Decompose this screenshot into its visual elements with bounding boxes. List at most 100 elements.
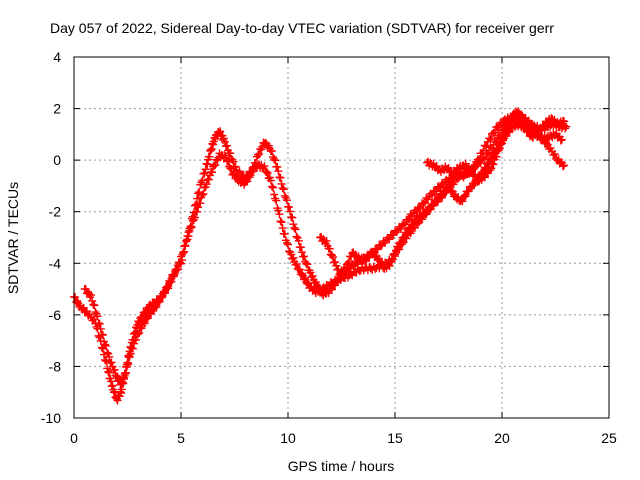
- data-point-marker: [104, 368, 113, 377]
- data-point-marker: [152, 303, 161, 312]
- data-point-marker: [91, 308, 100, 317]
- data-point-marker: [255, 150, 264, 159]
- x-tick-label: 25: [601, 430, 617, 446]
- data-point-marker: [117, 379, 126, 388]
- data-point-marker: [498, 139, 506, 148]
- data-point-marker: [194, 203, 203, 212]
- data-point-marker: [273, 162, 282, 171]
- data-point-marker: [529, 124, 538, 133]
- data-point-marker: [488, 159, 497, 168]
- data-point-marker: [399, 234, 408, 243]
- data-point-marker: [200, 169, 209, 178]
- data-point-marker: [117, 388, 126, 397]
- data-point-marker: [184, 232, 193, 241]
- data-point-marker: [340, 264, 349, 273]
- data-point-marker: [331, 258, 340, 267]
- data-point-marker: [110, 365, 119, 374]
- data-point-marker: [94, 319, 103, 328]
- data-point-marker: [164, 284, 173, 293]
- y-tick-label: -4: [49, 255, 62, 271]
- data-point-marker: [202, 159, 211, 168]
- data-point-marker: [135, 328, 144, 337]
- data-point-marker: [201, 165, 210, 174]
- data-point-marker: [270, 190, 279, 199]
- data-point-marker: [277, 179, 286, 188]
- series-sdtvar-track-d: [423, 107, 566, 186]
- data-point-marker: [438, 191, 447, 200]
- data-point-marker: [485, 134, 494, 143]
- data-point-marker: [303, 260, 312, 269]
- data-point-marker: [399, 219, 408, 228]
- data-point-marker: [492, 152, 501, 161]
- data-point-marker: [556, 136, 565, 145]
- data-point-marker: [193, 194, 202, 203]
- axis-ticks: 0 5 10 15 20 25 -10 -8 -6 -4 -2 0 2 4: [41, 49, 617, 446]
- data-point-marker: [93, 312, 102, 321]
- data-point-marker: [107, 377, 116, 386]
- data-point-marker: [278, 224, 287, 233]
- data-point-marker: [271, 156, 280, 165]
- data-point-marker: [134, 329, 143, 338]
- data-point-marker: [282, 196, 291, 205]
- data-point-marker: [561, 124, 570, 133]
- data-point-marker: [402, 229, 411, 238]
- data-point-marker: [494, 146, 503, 155]
- data-point-marker: [275, 210, 284, 219]
- data-point-marker: [327, 285, 336, 294]
- data-point-marker: [297, 248, 306, 257]
- data-point-marker: [506, 118, 515, 127]
- data-point-marker: [385, 261, 394, 270]
- chart-title: Day 057 of 2022, Sidereal Day-to-day VTE…: [50, 20, 554, 36]
- data-point-marker: [419, 199, 428, 208]
- data-point-marker: [226, 149, 235, 158]
- data-point-marker: [160, 289, 169, 298]
- data-point-marker: [263, 169, 272, 178]
- data-point-marker: [560, 117, 569, 126]
- data-point-marker: [223, 141, 232, 150]
- data-point-marker: [274, 167, 283, 176]
- data-point-marker: [286, 207, 295, 216]
- data-point-marker: [489, 160, 498, 169]
- data-point-marker: [501, 132, 510, 141]
- data-point-marker: [560, 161, 569, 170]
- data-point-marker: [132, 335, 141, 344]
- data-point-marker: [266, 176, 275, 185]
- data-point-marker: [269, 183, 278, 192]
- x-tick-label: 10: [280, 430, 296, 446]
- data-point-marker: [197, 178, 206, 187]
- data-point-marker: [182, 237, 191, 246]
- data-point-marker: [416, 204, 425, 213]
- data-point-marker: [562, 122, 571, 131]
- data-point-marker: [140, 319, 149, 328]
- data-point-marker: [107, 358, 116, 367]
- data-point-marker: [301, 273, 310, 282]
- data-point-marker: [208, 168, 217, 177]
- data-point-marker: [486, 166, 495, 175]
- data-point-marker: [394, 243, 403, 252]
- data-point-marker: [482, 142, 491, 151]
- data-point-marker: [216, 127, 225, 136]
- data-point-marker: [280, 191, 289, 200]
- data-point-marker: [262, 168, 271, 177]
- data-point-marker: [415, 203, 424, 212]
- data-point-marker: [175, 258, 184, 267]
- data-point-marker: [126, 349, 135, 358]
- data-point-marker: [279, 185, 288, 194]
- data-point-marker: [292, 260, 301, 269]
- data-point-marker: [87, 291, 96, 300]
- data-point-marker: [285, 203, 294, 212]
- data-point-marker: [119, 373, 128, 382]
- data-markers: [70, 107, 571, 405]
- data-point-marker: [108, 381, 117, 390]
- data-point-marker: [251, 158, 260, 167]
- y-tick-label: -2: [49, 204, 62, 220]
- data-point-marker: [128, 344, 137, 353]
- data-point-marker: [284, 240, 292, 249]
- data-point-marker: [254, 150, 263, 159]
- data-point-marker: [461, 192, 470, 201]
- data-point-marker: [260, 162, 269, 171]
- data-point-marker: [296, 243, 305, 252]
- data-point-marker: [198, 176, 207, 185]
- data-point-marker: [123, 360, 132, 369]
